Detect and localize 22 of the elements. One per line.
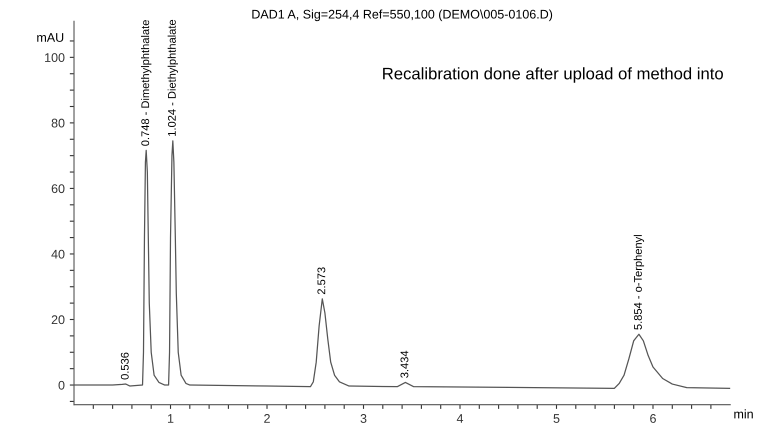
annotation: 0.748 - Dimethylphthalate xyxy=(141,20,152,146)
x-axis-title: min xyxy=(734,409,753,418)
y-tick-label: 40 xyxy=(51,250,64,259)
x-tick-label: 1 xyxy=(168,414,174,423)
annotation: 0.536 xyxy=(120,352,129,380)
x-tick-label: 4 xyxy=(456,414,464,423)
annotation: 3.434 xyxy=(400,350,408,378)
x-tick-label: 3 xyxy=(360,414,366,423)
chart-title: DAD1 A, Sig=254,4 Ref=550,100 (DEMO\005-0106.D) xyxy=(252,9,552,22)
y-tick-label: 100 xyxy=(45,53,64,62)
y-axis-title: mAU xyxy=(37,33,64,42)
x-tick-label: 2 xyxy=(264,414,270,423)
x-tick-label: 6 xyxy=(650,414,656,423)
annotation: 2.573 xyxy=(317,267,326,294)
annotation: 1.024 - Diethylphthalate xyxy=(168,20,178,136)
y-tick-label: 60 xyxy=(52,184,64,194)
x-tick-label: 5 xyxy=(554,414,560,423)
y-tick-label: 20 xyxy=(52,315,64,324)
annotation: 5.854 - o-Terphenyl xyxy=(634,235,644,330)
y-tick-label: 0 xyxy=(58,380,64,390)
annotation: Recalibration done after upload of method into xyxy=(383,67,723,83)
y-tick-label: 80 xyxy=(52,118,64,128)
